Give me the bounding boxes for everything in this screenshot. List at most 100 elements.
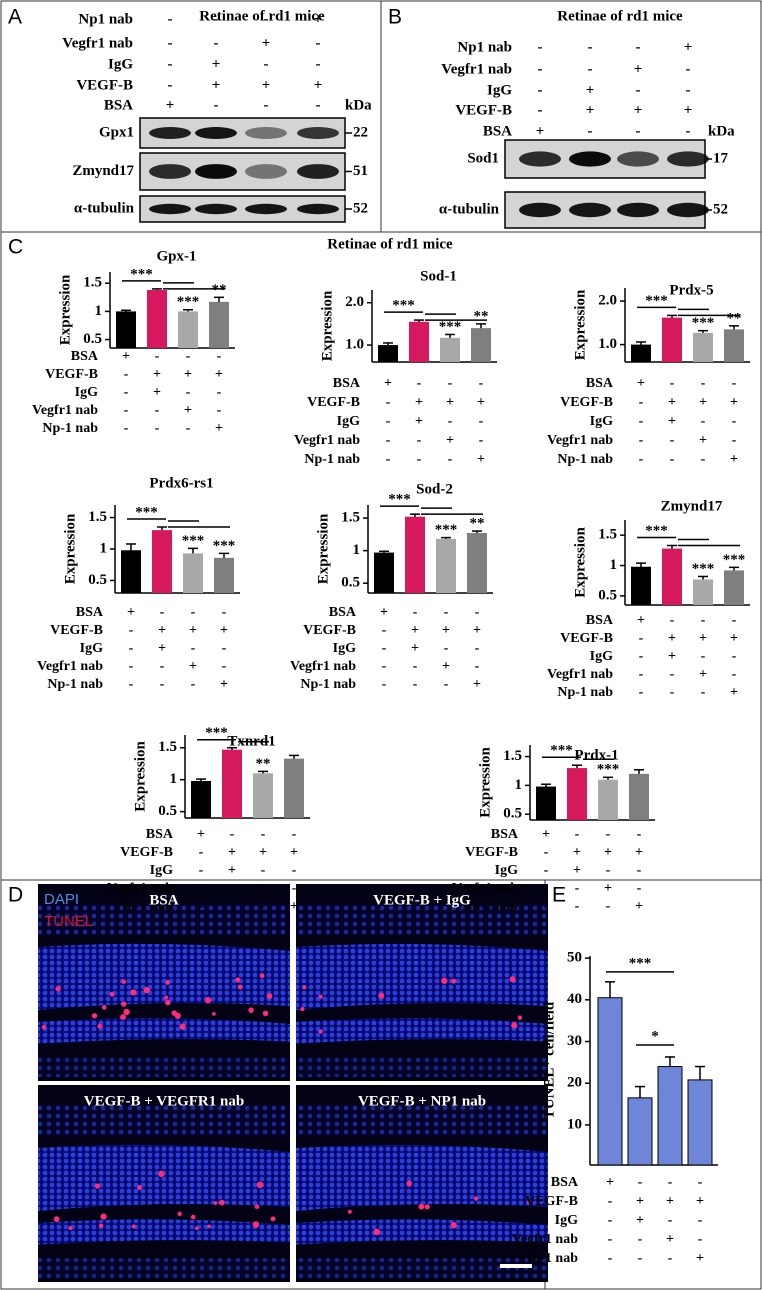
condition-sign: - <box>199 845 204 860</box>
condition-sign: - <box>264 97 269 113</box>
condition-sign: - <box>191 605 196 620</box>
condition-sign: + <box>446 433 454 448</box>
condition-sign: - <box>316 35 321 51</box>
panel-label: D <box>8 884 23 907</box>
significance: *** <box>550 743 573 759</box>
condition-sign: - <box>129 641 134 656</box>
condition-sign: + <box>380 605 388 620</box>
condition-sign: + <box>699 433 707 448</box>
condition-sign: + <box>153 367 161 382</box>
panel-label: C <box>8 236 23 259</box>
condition-sign: - <box>538 82 543 98</box>
condition-sign: + <box>477 395 485 410</box>
condition-label: IgG <box>590 649 613 664</box>
y-tick-label: 40 <box>567 991 582 1007</box>
condition-sign: + <box>668 631 676 646</box>
y-tick-label: 0.5 <box>341 575 360 591</box>
stain-label: TUNEL <box>44 913 93 930</box>
retina-layer <box>296 1018 548 1044</box>
significance: ** <box>474 308 489 324</box>
condition-label: VEGF-B <box>76 77 133 93</box>
tunel-dot <box>526 1200 532 1205</box>
y-tick-label: 1.5 <box>341 509 360 525</box>
condition-sign: - <box>292 881 297 896</box>
chart-header: Retinae of rd1 mice <box>327 236 453 252</box>
condition-sign: - <box>701 649 706 664</box>
tunel-dot <box>517 1015 523 1020</box>
tunel-dot <box>55 986 61 992</box>
tunel-dot <box>300 1006 305 1012</box>
condition-sign: + <box>573 845 581 860</box>
condition-sign: - <box>606 863 611 878</box>
y-tick-label: 50 <box>567 950 582 966</box>
condition-sign: + <box>384 376 392 391</box>
condition-label: VEGF-B <box>560 631 613 646</box>
blot-band <box>149 203 191 215</box>
tunel-dot <box>347 1209 352 1214</box>
y-tick-label: 0.5 <box>83 331 102 347</box>
condition-sign: - <box>129 677 134 692</box>
condition-sign: - <box>608 1251 613 1266</box>
tunel-dot <box>418 1203 425 1210</box>
tunel-dot <box>509 976 516 983</box>
bar <box>253 773 273 818</box>
condition-sign: + <box>446 395 454 410</box>
tunel-dot <box>270 1216 276 1222</box>
significance: *** <box>213 538 236 554</box>
y-tick-label: 2.0 <box>598 292 617 308</box>
tunel-dot <box>266 993 273 999</box>
retina-layer <box>296 903 548 936</box>
condition-sign: - <box>732 433 737 448</box>
condition-sign: + <box>442 659 450 674</box>
y-tick-label: 20 <box>567 1075 582 1091</box>
condition-sign: - <box>444 677 449 692</box>
tunel-dot <box>259 973 265 979</box>
condition-sign: - <box>670 376 675 391</box>
retina-layer <box>38 1258 290 1279</box>
tunel-dot <box>121 979 126 984</box>
condition-sign: + <box>197 827 205 842</box>
condition-sign: - <box>168 56 173 72</box>
condition-label: VEGF-B <box>50 623 103 638</box>
condition-sign: + <box>542 827 550 842</box>
tunel-dot <box>450 1222 457 1229</box>
condition-sign: - <box>475 641 480 656</box>
bar <box>467 533 487 593</box>
tunel-dot <box>190 1214 196 1220</box>
condition-sign: + <box>634 61 643 77</box>
condition-sign: - <box>575 881 580 896</box>
condition-sign: + <box>473 677 481 692</box>
condition-sign: - <box>222 605 227 620</box>
condition-sign: + <box>122 349 130 364</box>
condition-sign: - <box>698 1232 703 1247</box>
condition-sign: + <box>259 845 267 860</box>
condition-sign: - <box>637 827 642 842</box>
condition-sign: - <box>639 414 644 429</box>
condition-sign: - <box>639 667 644 682</box>
condition-sign: - <box>701 452 706 467</box>
condition-sign: - <box>608 1194 613 1209</box>
condition-sign: + <box>573 863 581 878</box>
condition-sign: - <box>444 605 449 620</box>
condition-sign: - <box>386 414 391 429</box>
condition-label: BSA <box>483 123 512 139</box>
condition-sign: - <box>129 659 134 674</box>
condition-sign: + <box>536 123 545 139</box>
blot-band <box>667 151 709 167</box>
condition-sign: - <box>386 433 391 448</box>
condition-sign: - <box>670 452 675 467</box>
condition-sign: + <box>730 685 738 700</box>
y-tick-label: 1.5 <box>83 275 102 291</box>
retina-layer <box>38 943 290 1011</box>
condition-sign: + <box>290 899 298 914</box>
bar <box>724 570 744 605</box>
y-axis-label: Expression <box>572 527 588 598</box>
bar <box>178 311 198 348</box>
bar <box>631 566 651 605</box>
condition-sign: + <box>228 845 236 860</box>
tunel-dot <box>131 1224 136 1229</box>
condition-sign: + <box>127 605 135 620</box>
retina-layer <box>38 1104 290 1137</box>
condition-sign: - <box>701 613 706 628</box>
condition-sign: + <box>606 1175 614 1190</box>
